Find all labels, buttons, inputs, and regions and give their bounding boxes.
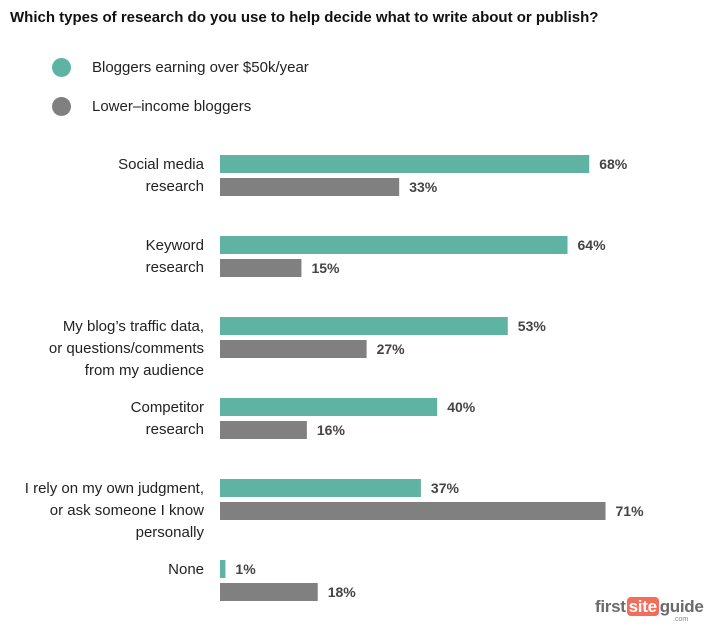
value-label: 15% — [311, 260, 340, 276]
value-label: 71% — [616, 503, 645, 519]
category-label: or questions/comments — [49, 340, 204, 357]
bar-lower-income — [220, 178, 400, 196]
category-label: Social media — [118, 156, 205, 173]
legend-label: Bloggers earning over $50k/year — [92, 58, 309, 76]
bar-high-income — [220, 317, 508, 335]
bar-lower-income — [220, 583, 318, 601]
value-label: 64% — [578, 237, 607, 253]
category-label: Keyword — [146, 237, 204, 254]
value-label: 33% — [409, 179, 438, 195]
logo-guide: guide — [659, 597, 704, 616]
category-label: personally — [136, 524, 205, 541]
value-label: 40% — [447, 399, 476, 415]
value-label: 37% — [431, 480, 460, 496]
legend-swatch-gray — [52, 96, 71, 116]
legend-item-high-income: Bloggers earning over $50k/year — [52, 56, 309, 78]
legend-swatch-teal — [52, 57, 71, 77]
category-label: None — [168, 561, 204, 578]
category-label: research — [146, 259, 204, 276]
category-label: or ask someone I know — [50, 502, 204, 519]
bar-lower-income — [220, 502, 606, 520]
category-label: I rely on my own judgment, — [25, 480, 204, 497]
bar-lower-income — [220, 421, 307, 439]
category-label: My blog’s traffic data, — [63, 318, 204, 335]
bar-lower-income — [220, 340, 367, 358]
category-label: from my audience — [85, 362, 204, 379]
bar-lower-income — [220, 259, 302, 277]
category-label: research — [146, 421, 204, 438]
logo-wordmark: first site guide — [595, 597, 704, 616]
value-label: 68% — [599, 156, 628, 172]
logo-first: first — [595, 597, 626, 616]
logo-com: .com — [673, 616, 689, 623]
chart-title: Which types of research do you use to he… — [10, 9, 599, 26]
firstsiteguide-logo: first site guide .com — [595, 597, 704, 627]
bar-high-income — [220, 398, 438, 416]
bar-high-income — [220, 560, 226, 578]
value-label: 53% — [518, 318, 547, 334]
legend-label: Lower–income bloggers — [92, 97, 252, 115]
category-label: research — [146, 178, 204, 195]
value-label: 18% — [328, 584, 357, 600]
bar-high-income — [220, 236, 568, 254]
value-label: 1% — [235, 561, 256, 577]
category-label: Competitor — [131, 399, 204, 416]
value-label: 27% — [377, 341, 406, 357]
logo-site: site — [626, 597, 659, 616]
bar-high-income — [220, 155, 590, 173]
bar-high-income — [220, 479, 421, 497]
legend-item-lower-income: Lower–income bloggers — [52, 95, 251, 117]
value-label: 16% — [317, 422, 346, 438]
